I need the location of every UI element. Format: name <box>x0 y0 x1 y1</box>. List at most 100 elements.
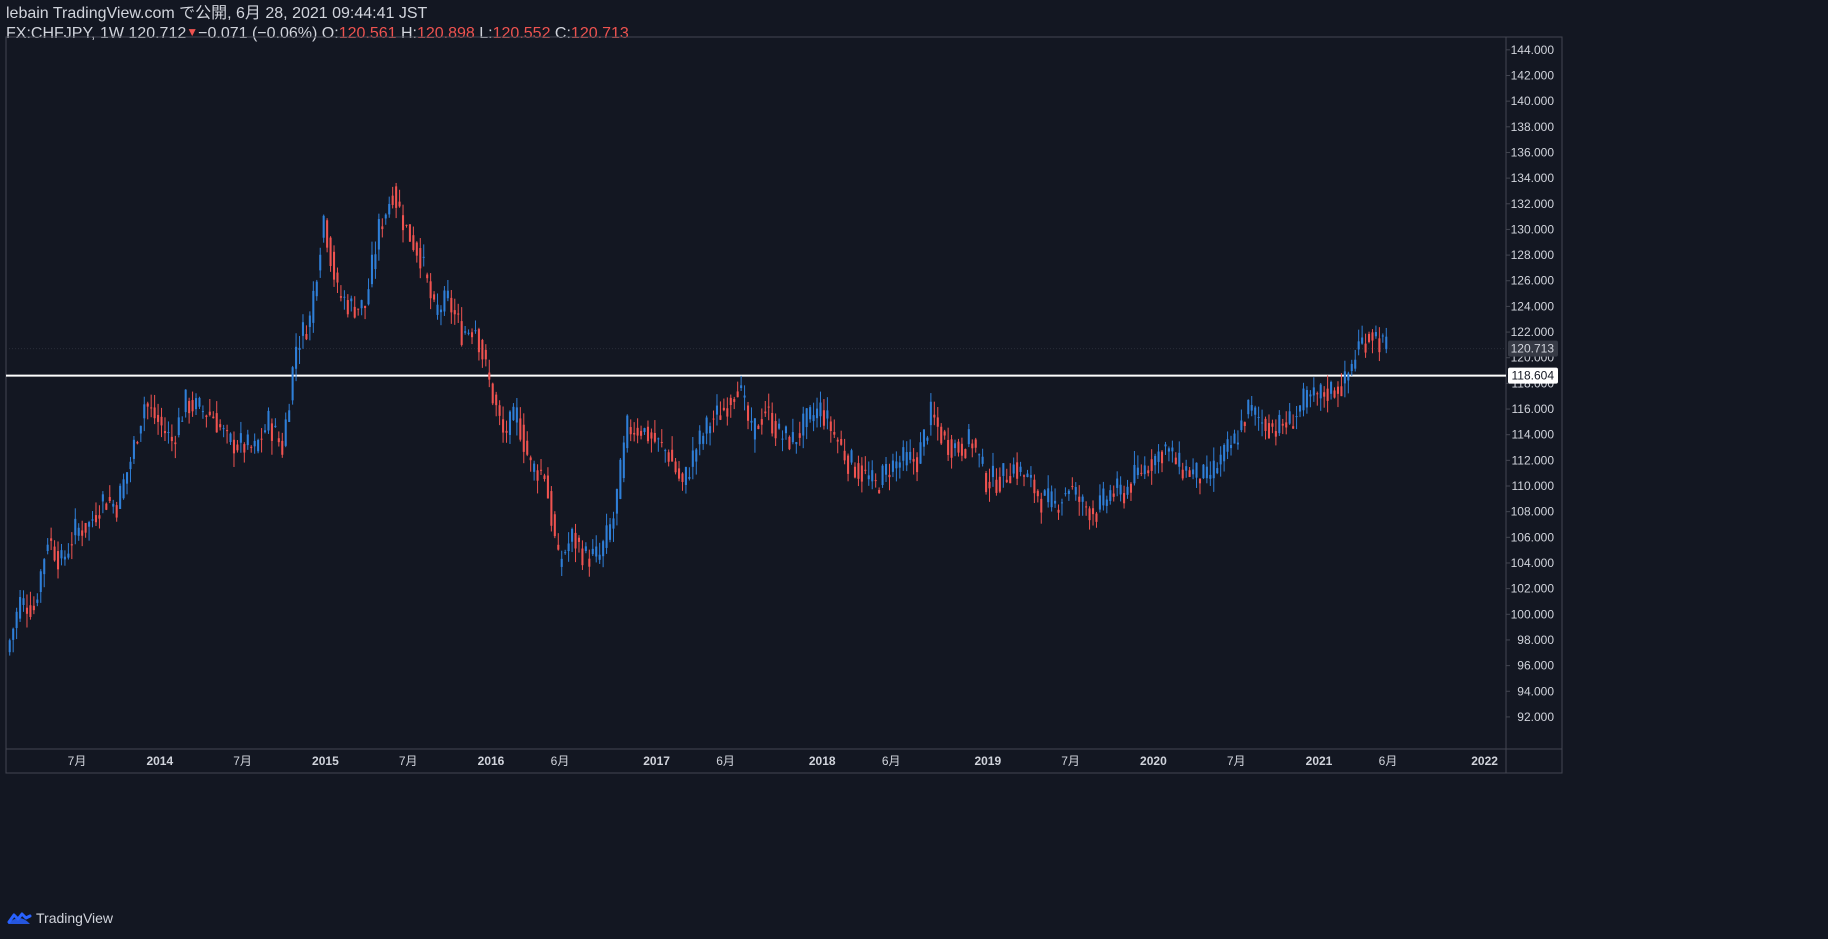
candle-body <box>560 558 563 567</box>
candle-body <box>760 419 763 425</box>
candle-body <box>1174 457 1177 465</box>
tradingview-logo-icon <box>7 912 32 924</box>
y-tick-label: 128.000 <box>1511 248 1555 262</box>
x-tick-label: 6月 <box>1379 754 1398 768</box>
candle-body <box>150 407 153 409</box>
candle-body <box>991 465 995 478</box>
candle-body <box>874 480 877 482</box>
candle-body <box>1229 444 1233 449</box>
candle-body <box>122 479 125 499</box>
candle-body <box>339 296 342 298</box>
candle-body <box>916 457 919 473</box>
candle-body <box>867 475 870 480</box>
candle-body <box>657 438 660 440</box>
candle-body <box>398 201 401 207</box>
candle-body <box>1057 509 1060 513</box>
candle-body <box>543 475 546 480</box>
candle-body <box>505 430 508 433</box>
y-tick-label: 114.000 <box>1512 428 1555 442</box>
candle-body <box>46 544 49 552</box>
candle-body <box>1295 416 1298 418</box>
candle-body <box>919 442 922 464</box>
candle-body <box>812 415 815 422</box>
candle-body <box>115 505 118 518</box>
candle-body <box>484 349 487 360</box>
candle-body <box>1171 447 1174 452</box>
candle-body <box>1140 472 1143 474</box>
candle-body <box>612 518 615 529</box>
candle-body <box>281 440 284 455</box>
candle-body <box>1102 488 1105 506</box>
candle-body <box>1288 411 1291 424</box>
candle-body <box>622 442 625 479</box>
candle-body <box>833 432 836 435</box>
change-value: −0.071 (−0.06%) <box>198 25 318 42</box>
candle-body <box>201 411 204 413</box>
candle-body <box>308 315 311 327</box>
candle-body <box>574 532 577 549</box>
candle-body <box>19 597 22 619</box>
candle-body <box>767 406 770 408</box>
candle-body <box>305 334 308 340</box>
candle-body <box>1323 392 1326 397</box>
candle-body <box>643 428 646 432</box>
candle-body <box>829 421 832 431</box>
candle-body <box>1185 466 1188 471</box>
candle-body <box>950 439 953 458</box>
candle-body <box>836 439 839 442</box>
candle-body <box>346 300 349 315</box>
candle-body <box>912 458 915 462</box>
candle-body <box>1319 384 1322 399</box>
candle-body <box>212 416 215 419</box>
y-tick-label: 96.000 <box>1517 659 1554 673</box>
candle-body <box>1043 490 1046 496</box>
candle-body <box>367 289 370 305</box>
candle-body <box>981 456 984 464</box>
candle-body <box>291 367 294 401</box>
candle-body <box>481 339 484 360</box>
candle-body <box>798 433 801 438</box>
candle-body <box>1371 332 1374 341</box>
candle-body <box>263 430 267 433</box>
y-tick-label: 102.000 <box>1511 582 1555 596</box>
candle-body <box>1054 500 1057 504</box>
candle-body <box>239 433 242 443</box>
candle-body <box>1254 407 1257 415</box>
x-tick-label: 2015 <box>312 754 339 768</box>
candle-body <box>450 297 453 313</box>
x-tick-label: 2018 <box>809 754 836 768</box>
x-tick-label: 2019 <box>974 754 1001 768</box>
candle-body <box>1095 513 1098 522</box>
candle-body <box>743 395 746 398</box>
candle-body <box>571 528 574 542</box>
candle-body <box>1088 508 1091 521</box>
candle-body <box>957 441 960 453</box>
candle-body <box>194 398 198 410</box>
x-tick-label: 2014 <box>146 754 173 768</box>
candle-body <box>1202 464 1205 479</box>
candle-body <box>319 254 322 271</box>
candle-body <box>709 426 712 434</box>
y-tick-label: 112.000 <box>1512 453 1555 467</box>
candle-body <box>884 464 888 475</box>
candle-body <box>740 385 743 389</box>
low-label: L: <box>479 25 493 42</box>
candle-body <box>646 426 650 442</box>
candle-body <box>712 418 715 420</box>
candle-body <box>429 281 432 299</box>
x-tick-label: 7月 <box>1061 754 1080 768</box>
candle-body <box>898 462 901 468</box>
last-price: 120.712 <box>128 25 187 42</box>
candle-body <box>1012 464 1015 474</box>
footer-brand[interactable]: TradingView <box>6 910 113 926</box>
candle-body <box>608 524 612 540</box>
last-price-badge <box>1508 340 1558 357</box>
y-tick-label: 106.000 <box>1511 530 1555 544</box>
published-line: lebain TradingView.com で公開, 6月 28, 2021 … <box>6 5 428 22</box>
candle-body <box>384 214 387 219</box>
candle-body <box>974 439 977 448</box>
candle-body <box>1126 486 1129 495</box>
candle-body <box>56 551 60 570</box>
candle-body <box>257 439 260 452</box>
